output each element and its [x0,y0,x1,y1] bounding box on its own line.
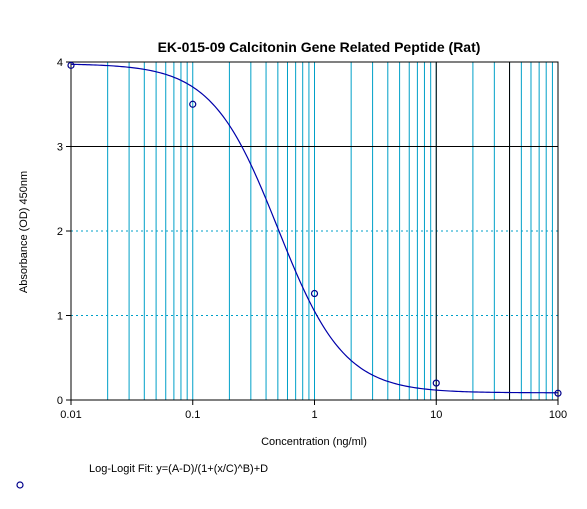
data-point [310,289,319,298]
y-tick-label: 3 [57,142,63,154]
y-tick-label: 0 [57,395,63,407]
data-point [554,389,562,397]
x-tick-label: 0.1 [185,409,200,421]
point-layer [67,61,562,397]
chart-title: EK-015-09 Calcitonin Gene Related Peptid… [158,39,481,55]
x-tick-label: 0.01 [60,409,81,421]
x-tick-label: 1 [311,409,317,421]
x-tick-label: 100 [549,409,567,421]
legend-marker [16,481,24,489]
y-tick-label: 2 [57,226,63,238]
y-tick-label: 1 [57,311,63,323]
y-axis-label: Absorbance (OD) 450nm [18,171,30,293]
grid-layer [71,62,558,400]
reference-lines [71,62,558,400]
data-point [189,100,197,108]
x-axis-label: Concentration (ng/ml) [261,436,367,448]
data-point [67,61,75,69]
tick-layer: 0.01 0.1 1 10 100 0 1 2 3 4 [57,57,567,421]
fit-curve [70,63,559,394]
fit-equation-label: Log-Logit Fit: y=(A-D)/(1+(x/C)^B)+D [89,463,268,475]
data-point [432,379,440,387]
y-tick-label: 4 [57,57,63,69]
x-tick-label: 10 [430,409,442,421]
